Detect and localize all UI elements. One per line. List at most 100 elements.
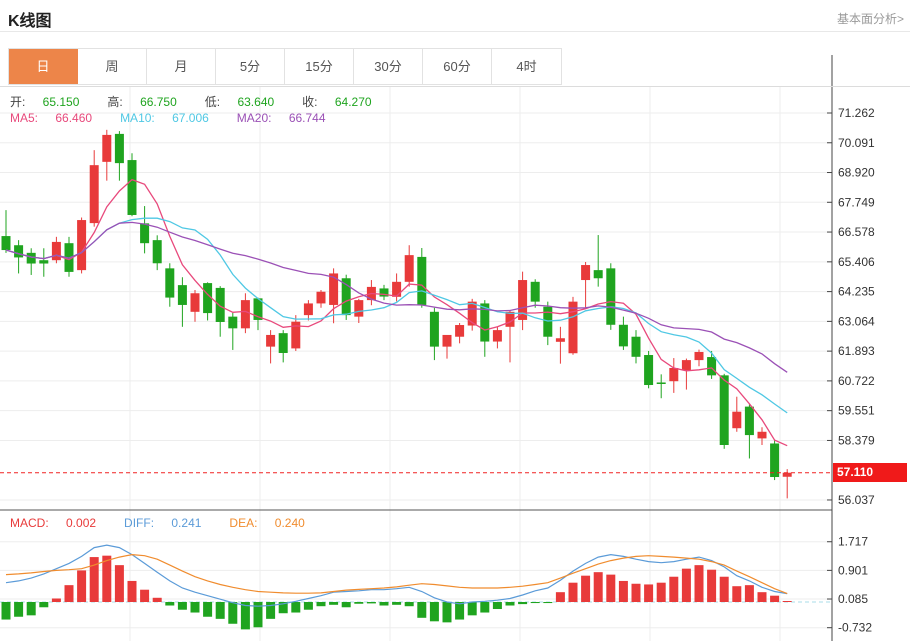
macd-bar-up bbox=[89, 557, 99, 602]
macd-bar-down bbox=[240, 602, 250, 630]
candle-down bbox=[215, 287, 225, 322]
macd-bar-down bbox=[228, 602, 238, 624]
y-axis-label: 1.717 bbox=[838, 535, 868, 549]
macd-bar-down bbox=[1, 602, 11, 620]
macd-bar-up bbox=[606, 574, 616, 602]
macd-item-1: DIFF: 0.241 bbox=[124, 516, 202, 530]
macd-bar-down bbox=[266, 602, 276, 619]
candle-up bbox=[782, 472, 792, 477]
tab-period-2[interactable]: 月 bbox=[147, 49, 216, 84]
period-tabbar: 日周月 5分 15分 30分 60分 4时 bbox=[8, 48, 562, 85]
candle-up bbox=[555, 338, 565, 342]
candle-up bbox=[568, 301, 578, 354]
candle-down bbox=[719, 375, 729, 445]
tab-period-4[interactable]: 15分 bbox=[285, 49, 354, 84]
ma-item-1: MA10: 67.006 bbox=[120, 111, 209, 125]
candle-up bbox=[329, 273, 339, 305]
macd-bar-up bbox=[114, 565, 124, 602]
macd-bar-up bbox=[152, 597, 162, 602]
macd-bar-down bbox=[392, 602, 402, 605]
candle-down bbox=[203, 283, 213, 314]
macd-bar-down bbox=[14, 602, 24, 617]
candle-down bbox=[127, 160, 137, 215]
candle-down bbox=[744, 406, 754, 436]
candle-down bbox=[707, 357, 717, 376]
macd-info-row: MACD: 0.002 DIFF: 0.241 DEA: 0.240 bbox=[10, 516, 333, 530]
macd-bar-up bbox=[593, 572, 603, 602]
y-axis-label: 64.235 bbox=[838, 285, 875, 299]
y-axis-label: -0.732 bbox=[838, 621, 872, 635]
y-axis-label: 63.064 bbox=[838, 314, 875, 328]
candle-up bbox=[492, 330, 502, 342]
tab-period-3[interactable]: 5分 bbox=[216, 49, 285, 84]
candle-up bbox=[51, 241, 61, 261]
candle-down bbox=[114, 133, 124, 164]
macd-bar-down bbox=[341, 602, 351, 608]
candle-up bbox=[757, 431, 767, 439]
candle-down bbox=[417, 256, 427, 305]
candle-down bbox=[152, 240, 162, 264]
candle-up bbox=[266, 334, 276, 347]
candle-down bbox=[618, 324, 628, 347]
ohlc-item-2: 低: 63.640 bbox=[204, 95, 275, 109]
macd-bar-down bbox=[203, 602, 213, 617]
candle-up bbox=[732, 411, 742, 429]
ma-item-0: MA5: 66.460 bbox=[10, 111, 93, 125]
macd-bar-up bbox=[757, 592, 767, 602]
macd-bar-down bbox=[26, 602, 36, 616]
tab-period-0[interactable]: 日 bbox=[9, 49, 78, 84]
macd-bar-up bbox=[694, 565, 704, 602]
tab-period-6[interactable]: 60分 bbox=[423, 49, 492, 84]
macd-bar-down bbox=[316, 602, 326, 607]
candle-up bbox=[77, 220, 87, 271]
candle-down bbox=[39, 260, 49, 264]
candle-down bbox=[165, 268, 175, 298]
macd-bar-up bbox=[102, 555, 112, 602]
macd-bar-down bbox=[429, 602, 439, 622]
candle-down bbox=[379, 288, 389, 297]
tab-period-1[interactable]: 周 bbox=[78, 49, 147, 84]
candle-up bbox=[354, 300, 364, 317]
y-axis-label: 0.901 bbox=[838, 563, 868, 577]
candle-up bbox=[442, 334, 452, 347]
tab-period-7[interactable]: 4时 bbox=[492, 49, 561, 84]
macd-bar-down bbox=[303, 602, 313, 610]
macd-bar-down bbox=[177, 602, 187, 610]
macd-bar-up bbox=[770, 595, 780, 602]
macd-bar-down bbox=[39, 602, 49, 608]
candle-down bbox=[278, 333, 288, 353]
y-axis-label: 71.262 bbox=[838, 106, 875, 120]
header-divider bbox=[0, 31, 910, 32]
macd-bar-up bbox=[732, 586, 742, 602]
ma20-line bbox=[5, 221, 788, 373]
tab-period-5[interactable]: 30分 bbox=[354, 49, 423, 84]
candle-down bbox=[140, 223, 150, 244]
macd-bar-up bbox=[707, 569, 717, 602]
candle-up bbox=[681, 360, 691, 371]
macd-bar-down bbox=[530, 602, 540, 604]
candle-down bbox=[26, 252, 36, 264]
macd-bar-up bbox=[581, 575, 591, 602]
candle-down bbox=[631, 336, 641, 357]
macd-bar-down bbox=[480, 602, 490, 613]
y-axis-label: 61.893 bbox=[838, 344, 875, 358]
macd-bar-down bbox=[379, 602, 389, 606]
y-axis-label: 58.379 bbox=[838, 433, 875, 447]
page-title: K线图 bbox=[8, 13, 52, 30]
candle-down bbox=[253, 298, 263, 320]
y-axis-label: 67.749 bbox=[838, 195, 875, 209]
candle-up bbox=[669, 367, 679, 382]
candle-down bbox=[341, 278, 351, 316]
fundamental-analysis-link[interactable]: 基本面分析> bbox=[836, 12, 904, 26]
macd-bar-down bbox=[278, 602, 288, 614]
candle-down bbox=[228, 316, 238, 329]
y-axis-label: 0.085 bbox=[838, 592, 868, 606]
diff-line bbox=[5, 544, 788, 607]
macd-bar-down bbox=[354, 602, 364, 604]
macd-bar-up bbox=[782, 601, 792, 602]
macd-bar-up bbox=[744, 585, 754, 602]
macd-bar-up bbox=[555, 592, 565, 602]
y-axis-label: 59.551 bbox=[838, 404, 875, 418]
macd-bar-up bbox=[51, 598, 61, 602]
